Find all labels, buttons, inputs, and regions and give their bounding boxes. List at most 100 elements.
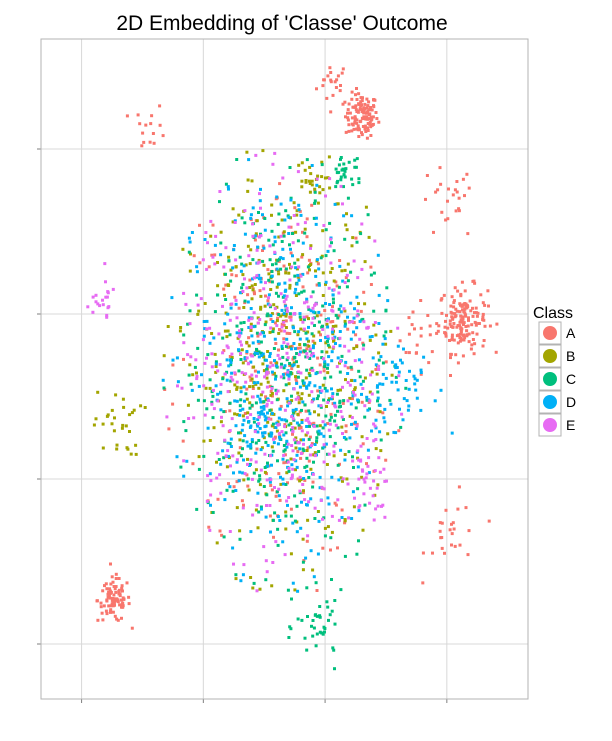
point-D: [287, 232, 291, 235]
point-C: [326, 452, 329, 456]
point-B: [316, 201, 320, 205]
point-E: [286, 342, 290, 346]
point-D: [263, 228, 267, 232]
point-A: [457, 207, 461, 211]
point-B: [313, 410, 316, 414]
point-A: [315, 589, 319, 592]
legend-key-C: [543, 372, 557, 386]
point-D: [413, 382, 417, 386]
point-B: [325, 322, 329, 326]
point-D: [202, 320, 206, 323]
point-B: [308, 165, 312, 169]
point-B: [330, 530, 334, 534]
point-A: [470, 323, 474, 327]
point-A: [415, 343, 419, 347]
point-B: [105, 414, 109, 418]
point-E: [268, 244, 272, 248]
point-C: [346, 196, 350, 200]
point-D: [219, 253, 223, 257]
point-A: [384, 458, 388, 462]
point-E: [362, 477, 366, 481]
point-A: [353, 115, 357, 119]
point-D: [394, 363, 398, 367]
point-A: [494, 350, 498, 354]
point-A: [355, 110, 359, 113]
point-C: [290, 394, 293, 398]
point-A: [321, 84, 325, 88]
point-E: [188, 322, 192, 326]
point-D: [283, 281, 287, 285]
point-E: [285, 306, 289, 310]
point-A: [337, 314, 341, 318]
point-B: [234, 265, 238, 269]
point-E: [303, 221, 307, 225]
point-C: [240, 262, 244, 266]
point-A: [224, 283, 228, 287]
point-B: [330, 267, 334, 270]
point-C: [315, 614, 319, 618]
point-D: [302, 477, 306, 480]
point-D: [339, 304, 343, 308]
point-A: [366, 129, 370, 132]
point-A: [363, 124, 367, 128]
point-D: [285, 445, 289, 449]
point-B: [292, 201, 296, 205]
point-A: [458, 302, 462, 306]
point-C: [357, 177, 361, 181]
point-A: [426, 314, 430, 317]
point-C: [266, 312, 270, 316]
point-E: [337, 291, 341, 295]
point-A: [335, 284, 339, 288]
point-A: [375, 117, 379, 120]
point-C: [195, 507, 199, 511]
point-A: [240, 499, 244, 503]
point-B: [234, 577, 238, 581]
point-B: [321, 271, 325, 275]
point-A: [268, 384, 272, 388]
point-A: [113, 614, 117, 618]
point-A: [120, 616, 123, 620]
point-E: [211, 255, 215, 259]
point-E: [231, 378, 235, 382]
point-B: [224, 311, 228, 315]
point-B: [346, 262, 350, 266]
point-D: [297, 278, 301, 282]
point-D: [267, 293, 271, 297]
point-C: [238, 255, 242, 259]
point-A: [451, 521, 455, 525]
point-A: [277, 348, 280, 352]
point-A: [346, 327, 350, 331]
point-B: [261, 362, 265, 366]
point-C: [326, 605, 330, 609]
point-E: [313, 506, 317, 510]
point-E: [267, 296, 270, 300]
point-E: [262, 287, 266, 291]
point-E: [290, 444, 294, 447]
point-E: [369, 373, 373, 377]
point-D: [241, 407, 245, 411]
point-D: [238, 408, 242, 412]
point-D: [226, 312, 230, 316]
point-D: [291, 581, 295, 585]
point-C: [270, 229, 274, 233]
point-B: [316, 510, 320, 513]
point-A: [210, 253, 214, 257]
point-E: [218, 190, 222, 193]
point-D: [256, 381, 260, 385]
point-E: [204, 231, 208, 234]
point-B: [162, 354, 166, 358]
point-D: [214, 362, 218, 366]
point-C: [333, 667, 336, 671]
point-B: [368, 390, 372, 394]
point-B: [259, 393, 263, 397]
point-C: [237, 431, 240, 435]
point-A: [325, 96, 329, 100]
point-B: [197, 309, 201, 313]
point-B: [257, 258, 261, 262]
point-E: [311, 352, 315, 355]
point-B: [251, 384, 255, 388]
point-B: [360, 475, 364, 479]
point-E: [259, 468, 263, 472]
point-D: [281, 373, 285, 377]
